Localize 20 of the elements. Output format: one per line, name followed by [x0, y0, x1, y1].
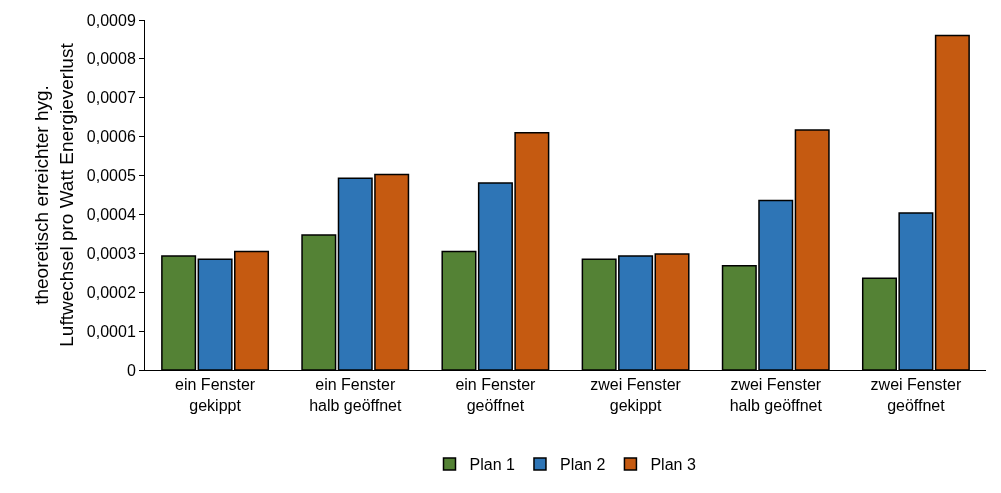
y-tick-label: 0,0005 — [86, 167, 136, 185]
x-tick-label: ein Fenster geöffnet — [455, 376, 537, 414]
x-tick-label: zwei Fenster geöffnet — [870, 376, 962, 414]
y-tick-label: 0,0002 — [86, 283, 136, 301]
y-tick-label: 0 — [126, 361, 136, 379]
x-tick-label: zwei Fenster gekippt — [590, 376, 682, 414]
x-tick-label: zwei Fenster halb geöffnet — [729, 376, 823, 414]
y-tick-label: 0,0004 — [86, 206, 136, 224]
y-tick-label: 0,0006 — [86, 128, 136, 146]
y-axis-title: theoretisch erreichter hyg. Luftwechsel pro Watt Energieverlust — [31, 42, 77, 347]
legend-label: Plan 1 — [469, 456, 515, 474]
y-tick-label: 0,0003 — [86, 244, 136, 262]
y-tick-label: 0,0007 — [86, 89, 136, 107]
legend-label: Plan 3 — [650, 456, 696, 474]
y-tick-label: 0,0009 — [86, 11, 136, 29]
x-tick-label: ein Fenster halb geöffnet — [309, 376, 402, 414]
y-tick-label: 0,0008 — [86, 50, 136, 68]
y-tick-label: 0,0001 — [86, 322, 136, 340]
legend-label: Plan 2 — [559, 456, 606, 474]
x-tick-label: ein Fenster gekippt — [175, 376, 256, 414]
